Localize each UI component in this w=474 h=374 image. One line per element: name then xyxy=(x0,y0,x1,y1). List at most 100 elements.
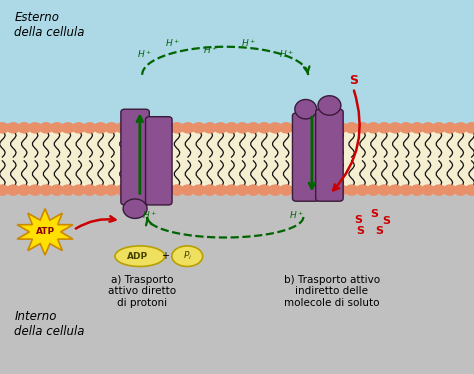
Circle shape xyxy=(7,185,20,195)
Circle shape xyxy=(367,123,380,133)
Text: ATP: ATP xyxy=(36,227,55,236)
Circle shape xyxy=(225,185,238,195)
Ellipse shape xyxy=(295,99,317,119)
Circle shape xyxy=(62,123,74,133)
Bar xyxy=(0,193,474,374)
Circle shape xyxy=(214,185,227,195)
Text: $H^+$: $H^+$ xyxy=(142,209,157,221)
Circle shape xyxy=(7,123,20,133)
Circle shape xyxy=(83,123,96,133)
Circle shape xyxy=(105,123,118,133)
Text: b) Trasporto attivo
indiretto delle
molecole di soluto: b) Trasporto attivo indiretto delle mole… xyxy=(284,275,380,308)
Text: Interno
della cellula: Interno della cellula xyxy=(14,310,85,338)
Circle shape xyxy=(29,123,42,133)
Circle shape xyxy=(203,123,216,133)
Circle shape xyxy=(345,185,358,195)
Circle shape xyxy=(236,185,249,195)
Circle shape xyxy=(182,185,194,195)
Circle shape xyxy=(258,123,271,133)
Text: $H^+$: $H^+$ xyxy=(289,209,304,221)
Circle shape xyxy=(94,185,107,195)
FancyBboxPatch shape xyxy=(121,109,149,205)
Circle shape xyxy=(465,123,474,133)
Circle shape xyxy=(356,185,369,195)
Circle shape xyxy=(389,123,401,133)
Circle shape xyxy=(73,123,85,133)
Circle shape xyxy=(182,123,194,133)
Circle shape xyxy=(432,185,445,195)
Text: $H^+$: $H^+$ xyxy=(137,48,152,60)
Circle shape xyxy=(18,185,31,195)
Ellipse shape xyxy=(123,199,147,218)
Circle shape xyxy=(51,185,64,195)
Circle shape xyxy=(149,185,162,195)
Circle shape xyxy=(247,123,260,133)
Text: ADP: ADP xyxy=(127,252,148,261)
Ellipse shape xyxy=(115,246,164,266)
FancyBboxPatch shape xyxy=(316,109,343,201)
Circle shape xyxy=(454,123,467,133)
Circle shape xyxy=(0,185,9,195)
Circle shape xyxy=(203,185,216,195)
Circle shape xyxy=(0,123,9,133)
Circle shape xyxy=(400,123,412,133)
Circle shape xyxy=(116,185,129,195)
Circle shape xyxy=(432,123,445,133)
Circle shape xyxy=(280,123,292,133)
Circle shape xyxy=(105,185,118,195)
Ellipse shape xyxy=(318,96,341,115)
Circle shape xyxy=(323,123,336,133)
Circle shape xyxy=(83,185,96,195)
Circle shape xyxy=(301,123,314,133)
Circle shape xyxy=(225,123,238,133)
Text: S: S xyxy=(371,209,378,219)
Circle shape xyxy=(258,185,271,195)
Text: a) Trasporto
attivo diretto
di protoni: a) Trasporto attivo diretto di protoni xyxy=(108,275,176,308)
Circle shape xyxy=(236,123,249,133)
Circle shape xyxy=(18,123,31,133)
Text: S: S xyxy=(349,74,357,87)
Polygon shape xyxy=(17,209,73,255)
Circle shape xyxy=(40,123,53,133)
Circle shape xyxy=(138,123,151,133)
Circle shape xyxy=(443,123,456,133)
Circle shape xyxy=(51,123,64,133)
Circle shape xyxy=(116,123,129,133)
Circle shape xyxy=(389,185,401,195)
Circle shape xyxy=(40,185,53,195)
Circle shape xyxy=(149,123,162,133)
Text: Esterno
della cellula: Esterno della cellula xyxy=(14,11,85,39)
Circle shape xyxy=(443,185,456,195)
FancyBboxPatch shape xyxy=(146,117,172,205)
Circle shape xyxy=(160,123,173,133)
Circle shape xyxy=(62,185,74,195)
Circle shape xyxy=(138,185,151,195)
Circle shape xyxy=(192,123,205,133)
Circle shape xyxy=(94,123,107,133)
Circle shape xyxy=(334,185,347,195)
Circle shape xyxy=(192,185,205,195)
Circle shape xyxy=(465,185,474,195)
Circle shape xyxy=(127,123,140,133)
Ellipse shape xyxy=(172,246,203,266)
Circle shape xyxy=(378,123,391,133)
Circle shape xyxy=(73,185,85,195)
Circle shape xyxy=(171,123,183,133)
Circle shape xyxy=(421,185,434,195)
Text: $P_i$: $P_i$ xyxy=(182,250,192,263)
Text: S: S xyxy=(356,226,364,236)
Circle shape xyxy=(269,123,282,133)
Circle shape xyxy=(280,185,292,195)
Circle shape xyxy=(356,123,369,133)
Circle shape xyxy=(171,185,183,195)
Circle shape xyxy=(29,185,42,195)
Circle shape xyxy=(160,185,173,195)
Circle shape xyxy=(312,123,325,133)
Circle shape xyxy=(454,185,467,195)
Circle shape xyxy=(367,185,380,195)
Circle shape xyxy=(127,185,140,195)
FancyBboxPatch shape xyxy=(292,113,319,201)
Text: +: + xyxy=(161,251,169,261)
Circle shape xyxy=(421,123,434,133)
Circle shape xyxy=(269,185,282,195)
